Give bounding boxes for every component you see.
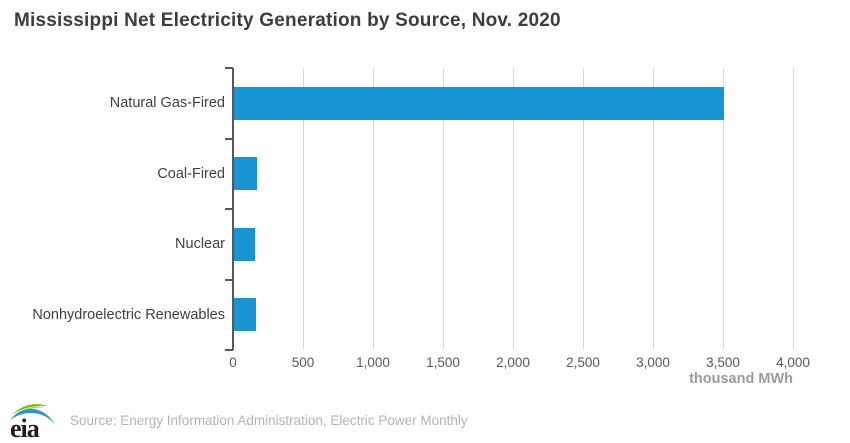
eia-logo: eia bbox=[10, 403, 56, 440]
gridline bbox=[512, 68, 514, 350]
y-axis-tick bbox=[225, 208, 233, 210]
bar-chart: thousand MWh Natural Gas-Fired Coal-Fired… bbox=[32, 67, 810, 387]
bar-coal-fired bbox=[234, 157, 258, 191]
x-tick-label: 500 bbox=[291, 355, 315, 370]
x-axis-unit-label: thousand MWh bbox=[689, 371, 793, 387]
gridline bbox=[722, 68, 724, 350]
category-label: Coal-Fired bbox=[157, 165, 225, 182]
eia-logo-text: eia bbox=[10, 414, 40, 440]
x-tick-label: 0 bbox=[229, 355, 237, 370]
category-label: Nuclear bbox=[175, 236, 225, 253]
eia-logo-blue-swoosh bbox=[10, 408, 56, 425]
gridline bbox=[302, 68, 304, 350]
eia-logo-green-swoosh bbox=[12, 403, 49, 415]
bar-natural-gas-fired bbox=[234, 86, 724, 120]
y-axis-tick bbox=[225, 278, 233, 281]
y-axis-tick bbox=[225, 137, 233, 140]
y-axis-line bbox=[232, 68, 234, 350]
gridline bbox=[792, 68, 794, 350]
category-label: Nonhydroelectric Renewables bbox=[32, 306, 225, 323]
gridline bbox=[372, 68, 374, 350]
footer: eia Source: Energy Information Administr… bbox=[9, 396, 468, 440]
x-tick-label: 3,500 bbox=[706, 355, 740, 370]
x-tick-label: 2,000 bbox=[496, 355, 530, 370]
x-tick-label: 2,500 bbox=[566, 355, 600, 370]
x-tick-label: 4,000 bbox=[776, 355, 810, 370]
gridline bbox=[442, 68, 444, 350]
y-axis-tick bbox=[225, 67, 233, 69]
x-tick-label: 1,500 bbox=[426, 355, 460, 370]
gridline bbox=[582, 68, 584, 350]
bar-nuclear bbox=[234, 227, 255, 261]
source-text: Source: Energy Information Administratio… bbox=[70, 412, 468, 428]
y-axis-tick bbox=[225, 349, 233, 351]
chart-title: Mississippi Net Electricity Generation b… bbox=[14, 10, 561, 31]
x-tick-label: 3,000 bbox=[636, 355, 670, 370]
gridline bbox=[652, 68, 654, 350]
category-label: Natural Gas-Fired bbox=[109, 95, 225, 112]
bar-nonhydroelectric-renewables bbox=[234, 298, 257, 332]
x-tick-label: 1,000 bbox=[356, 355, 390, 370]
